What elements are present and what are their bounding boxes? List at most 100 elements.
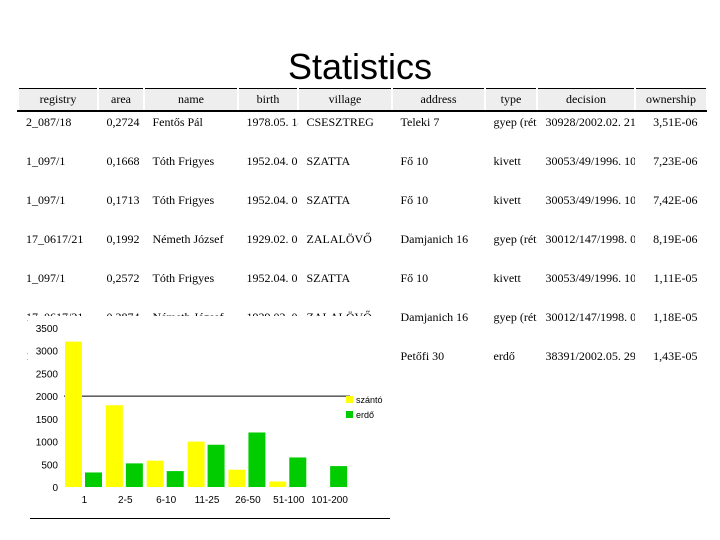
cell-type: kivett [485,190,538,229]
bar-szántó [228,469,246,487]
cell-name: Tóth Frigyes [144,151,239,190]
cell-village: SZATTA [298,151,393,190]
x-tick-label: 101-200 [311,495,348,506]
bar-erdő [248,432,266,487]
bar-szántó [146,460,164,487]
bar-szántó [65,341,82,487]
cell-decision: 30012/147/1998. 0 [537,307,636,346]
cell-address: Damjanich 16 [392,307,486,346]
cell-type: kivett [485,151,538,190]
cell-village: CSESZTREG [298,111,393,151]
cell-decision: 30053/49/1996. 10 [537,268,636,307]
column-header-registry: registry [17,88,98,112]
cell-registry: 2_087/18 [18,111,99,151]
cell-birth: 1952.04. 08 [238,190,299,229]
column-header-address: address [391,88,485,112]
table-row: 2_087/18 0,2724 Fentős Pál 1978.05. 14 C… [18,111,707,151]
bar-erdő [207,444,225,487]
bar-erdő [85,472,102,487]
column-header-decision: decision [536,88,635,112]
cell-type: erdő [485,346,538,385]
bar-szántó [187,441,205,487]
cell-decision: 30053/49/1996. 10 [537,190,636,229]
cell-registry: 1_097/1 [18,151,99,190]
y-tick-label: 3000 [36,347,59,358]
column-header-area: area [97,88,144,112]
cell-address: Petőfi 30 [392,346,486,385]
cell-type: gyep (rét [485,111,538,151]
table-row: 1_097/1 0,2572 Tóth Frigyes 1952.04. 08 … [18,268,707,307]
cell-registry: 1_097/1 [18,268,99,307]
cell-ownership: 1,43E-05 [635,346,707,385]
bar-chart: 0 500 1000 1500 2000 2500 3000 3500 1 2-5 6-10 11-2… [36,324,383,506]
y-tick-label: 1500 [36,415,59,426]
cell-name: Fentős Pál [144,111,239,151]
cell-village: SZATTA [298,190,393,229]
cell-name: Tóth Frigyes [144,190,239,229]
x-tick-label: 6-10 [156,495,176,506]
cell-decision: 30012/147/1998. 0 [537,229,636,268]
chart-baseline-rule [30,518,390,519]
x-tick-label: 1 [82,495,88,506]
cell-registry: 1_097/1 [18,190,99,229]
cell-registry: 17_0617/21 [18,229,99,268]
cell-decision: 30053/49/1996. 10 [537,151,636,190]
cell-type: gyep (rét [485,307,538,346]
y-tick-label: 1000 [36,438,59,449]
cell-address: Damjanich 16 [392,229,486,268]
cell-area: 0,2724 [98,111,145,151]
cell-birth: 1952.04. 08 [238,268,299,307]
cell-type: kivett [485,268,538,307]
column-header-name: name [143,88,238,112]
column-header-village: village [297,88,392,112]
cell-decision: 38391/2002.05. 29 [537,346,636,385]
cell-name: Németh József [144,229,239,268]
x-tick-label: 2-5 [118,495,133,506]
page-title: Statistics [287,46,433,87]
bar-szántó [105,405,123,487]
cell-decision: 30928/2002.02. 21 [537,111,636,151]
legend-swatch [346,396,353,403]
cell-village: ZALALÖVŐ [298,229,393,268]
bar-erdő [166,471,184,487]
cell-address: Fő 10 [392,268,486,307]
cell-ownership: 7,23E-06 [635,151,707,190]
x-tick-label: 26-50 [235,495,261,506]
cell-birth: 1978.05. 14 [238,111,299,151]
cell-address: Teleki 7 [392,111,486,151]
cell-name: Tóth Frigyes [144,268,239,307]
cell-ownership: 1,11E-05 [635,268,707,307]
column-header-birth: birth [237,88,298,112]
legend-label: szántó [356,395,383,405]
column-header-ownership: ownership [634,88,706,112]
cell-ownership: 8,19E-06 [635,229,707,268]
legend-label: erdő [356,410,374,420]
y-tick-label: 0 [52,483,58,494]
cell-area: 0,1713 [98,190,145,229]
x-tick-label: 11-25 [195,495,220,506]
bar-erdő [289,457,307,487]
legend-swatch [346,411,353,418]
table-row: 1_097/1 0,1668 Tóth Frigyes 1952.04. 08 … [18,151,707,190]
bar-erdő [125,463,143,487]
column-header-type: type [484,88,537,112]
cell-address: Fő 10 [392,151,486,190]
x-tick-label: 51-100 [273,495,305,506]
y-tick-label: 2500 [36,369,59,380]
cell-village: SZATTA [298,268,393,307]
cell-area: 0,1992 [98,229,145,268]
table-header-row: registry area name birth village address… [17,88,706,112]
bar-szántó [269,481,287,487]
cell-ownership: 3,51E-06 [635,111,707,151]
cell-type: gyep (rét [485,229,538,268]
cell-ownership: 1,18E-05 [635,307,707,346]
cell-birth: 1929.02. 03 [238,229,299,268]
cell-birth: 1952.04. 08 [238,151,299,190]
cell-ownership: 7,42E-06 [635,190,707,229]
table-row: 1_097/1 0,1713 Tóth Frigyes 1952.04. 08 … [18,190,707,229]
cell-address: Fő 10 [392,190,486,229]
bar-erdő [330,466,348,487]
y-tick-label: 3500 [36,324,59,335]
y-tick-label: 500 [41,460,58,471]
chart-panel: 0 500 1000 1500 2000 2500 3000 3500 1 2-5 6-10 11-2… [28,316,390,528]
